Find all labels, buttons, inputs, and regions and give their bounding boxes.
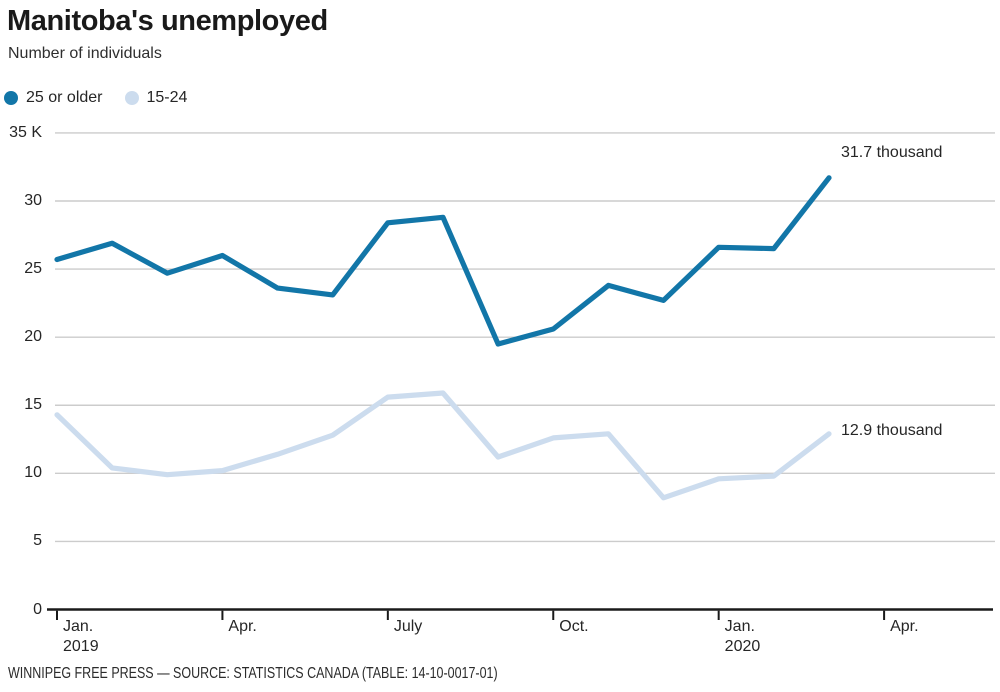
y-axis-label: 15: [24, 396, 42, 414]
series-line-15-24: [54, 390, 832, 501]
annotation-15-24-value: 12.9 thousand: [841, 422, 943, 439]
y-axis-label: 20: [24, 328, 42, 346]
source-credit: WINNIPEG FREE PRESS — SOURCE: STATISTICS…: [8, 665, 498, 682]
page-title: Manitoba's unemployed: [7, 5, 328, 37]
legend-item-15-24: 15-24: [124, 89, 188, 107]
legend-label-25-or-older: 25 or older: [26, 89, 103, 106]
series-line-25-or-older: [54, 175, 832, 347]
y-axis-label: 35 K: [9, 123, 42, 141]
x-axis-tick-label: Apr.: [890, 618, 919, 635]
x-axis-tick-label: Jan. 2020: [724, 618, 761, 655]
legend-item-25-or-older: 25 or older: [4, 89, 103, 107]
legend-dot-25-or-older-icon: [4, 91, 18, 105]
y-axis-label: 10: [24, 464, 42, 482]
annotation-25-or-older-value: 31.7 thousand: [841, 144, 943, 161]
x-axis-tick-label: July: [393, 618, 423, 635]
chart-subtitle: Number of individuals: [8, 45, 162, 62]
x-axis-tick-label: Apr.: [228, 618, 257, 635]
y-axis-label: 30: [24, 191, 42, 209]
y-axis-label: 25: [24, 260, 42, 278]
x-axis-tick-label: Jan. 2019: [63, 618, 99, 655]
y-axis-label: 0: [33, 600, 42, 618]
x-axis-tick-label: Oct.: [559, 618, 589, 635]
y-axis-label: 5: [33, 532, 42, 550]
chart-legend: 25 or older 15-24: [4, 89, 187, 107]
legend-label-15-24: 15-24: [146, 89, 188, 106]
legend-dot-15-24-icon: [124, 91, 139, 105]
